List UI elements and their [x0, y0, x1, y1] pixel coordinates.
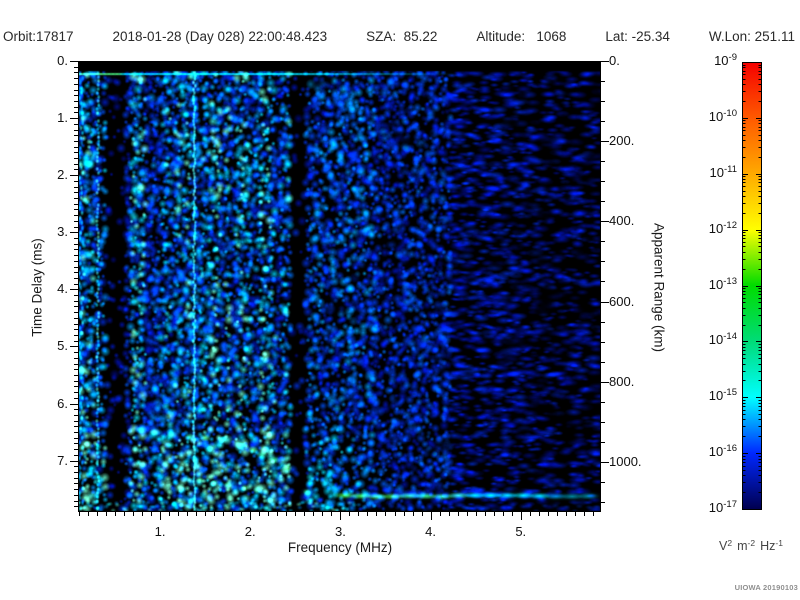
- colorbar-tick-label: 10-15: [708, 387, 737, 404]
- y-axis-title-right: Apparent Range (km): [651, 222, 667, 353]
- right-tick-label: 1000.: [609, 453, 642, 469]
- colorbar-tick-label: 10-11: [709, 163, 738, 180]
- x-tick-label: 4.: [425, 524, 436, 539]
- right-tick-label: 600.: [609, 293, 635, 309]
- y-tick-label: 6.: [57, 395, 68, 411]
- colorbar-tick-label: 10-13: [708, 275, 737, 292]
- x-tick-label: 3.: [334, 524, 346, 539]
- right-tick-label: 0.: [609, 53, 620, 68]
- datetime-value: 2018-01-28 (Day 028) 22:00:48.423: [112, 29, 328, 44]
- y-tick-label: 2.: [57, 167, 68, 183]
- right-tick-label: 200.: [609, 133, 635, 149]
- right-tick-label: 800.: [609, 373, 635, 389]
- y-tick-label: 5.: [57, 338, 68, 354]
- x-axis-title: Frequency (MHz): [287, 540, 393, 555]
- wlon-value: W.Lon: 251.11: [708, 29, 795, 44]
- colorbar-tick-label: 10-14: [708, 331, 737, 348]
- spectrogram-canvas: [78, 61, 601, 512]
- colorbar-gradient: [742, 62, 761, 509]
- right-tick-label: 400.: [609, 213, 635, 229]
- sza-value: SZA: 85.22: [366, 29, 438, 44]
- colorbar-tick-label: 10-17: [708, 499, 737, 515]
- watermark: UIOWA 20190103: [734, 583, 798, 592]
- x-tick-label: 1.: [154, 524, 166, 539]
- colorbar-tick-label: 10-16: [708, 443, 737, 460]
- colorbar-tick-label: 10-9: [714, 52, 737, 68]
- y-tick-label: 7.: [57, 452, 68, 468]
- y-tick-label: 0.: [57, 53, 68, 68]
- orbit-value: Orbit:17817: [3, 29, 74, 44]
- x-tick-label: 2.: [244, 524, 256, 539]
- y-axis-title-left: Time Delay (ms): [29, 238, 45, 337]
- x-tick-label: 5.: [515, 524, 527, 539]
- colorbar-tick-label: 10-10: [708, 107, 737, 124]
- units-part: Hz-1: [760, 538, 783, 553]
- units-part: V2: [719, 538, 733, 553]
- y-tick-label: 1.: [57, 110, 68, 126]
- y-tick-label: 3.: [57, 224, 68, 240]
- latitude-value: Lat: -25.34: [605, 29, 670, 44]
- altitude-value: Altitude: 1068: [476, 29, 567, 44]
- y-tick-label: 4.: [57, 281, 68, 297]
- colorbar-tick-label: 10-12: [708, 219, 737, 236]
- units-part: m-2: [737, 538, 756, 553]
- colorbar-units-label: V2 m-2 Hz-1: [681, 538, 800, 553]
- header-info: Orbit:17817 2018-01-28 (Day 028) 22:00:4…: [3, 29, 795, 44]
